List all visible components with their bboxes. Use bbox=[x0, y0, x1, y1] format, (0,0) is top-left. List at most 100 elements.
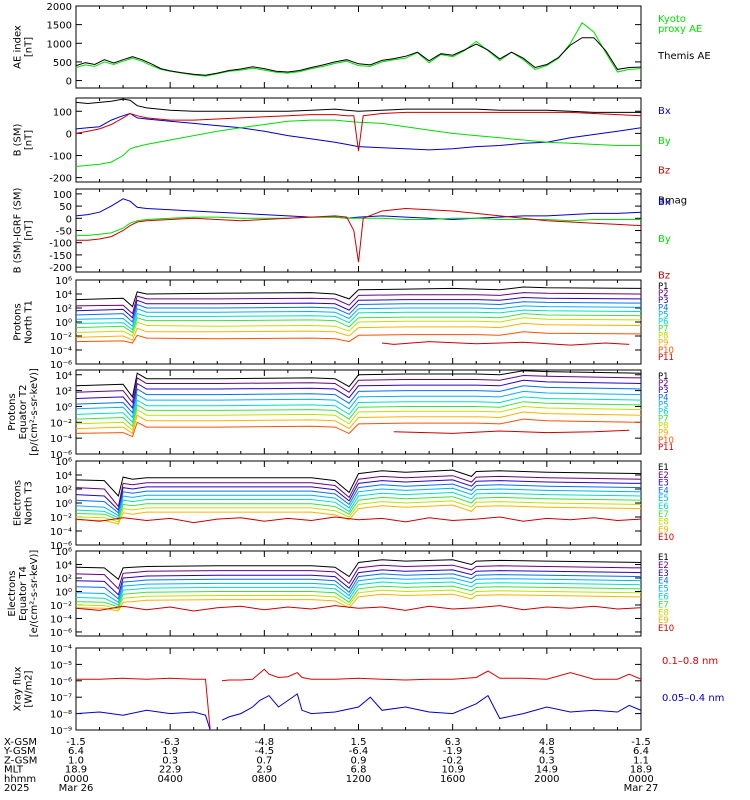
panel-ylabel: North T3 bbox=[24, 481, 35, 525]
x-tick-value: 1.1 bbox=[633, 755, 649, 766]
y-tick-label: 0 bbox=[66, 214, 72, 225]
y-tick-label: 2000 bbox=[47, 2, 72, 13]
legend-label: E6 bbox=[658, 593, 669, 603]
legend-label: E8 bbox=[658, 608, 669, 618]
legend-label: By bbox=[658, 234, 671, 245]
y-tick-label: 10⁴ bbox=[55, 371, 72, 382]
series-line-p9 bbox=[76, 322, 641, 341]
panel-frame bbox=[75, 647, 642, 731]
legend-label: E3 bbox=[658, 569, 669, 579]
x-tick-value: 18.9 bbox=[630, 765, 652, 776]
y-tick-label: 50 bbox=[59, 202, 72, 213]
x-tick-value: 6.4 bbox=[68, 746, 84, 757]
series-line-p5 bbox=[76, 305, 641, 328]
legend-label: E4 bbox=[658, 486, 669, 496]
legend-label: E5 bbox=[658, 585, 669, 595]
series-line-e8 bbox=[76, 589, 641, 610]
y-tick-label: 10⁰ bbox=[55, 499, 72, 510]
x-tick-value: Mar 27 bbox=[624, 783, 659, 794]
series-line-e8 bbox=[76, 500, 641, 523]
y-tick-label: 10⁶ bbox=[55, 276, 72, 287]
panel-ylabel: [p/(cm²-s-sr-keV)] bbox=[29, 368, 40, 456]
y-tick-label: 10⁴ bbox=[55, 560, 72, 571]
legend-label: Kyoto bbox=[658, 14, 686, 25]
y-tick-label: 10⁻⁸ bbox=[50, 710, 72, 721]
y-tick-label: 500 bbox=[53, 58, 72, 69]
x-tick-value: -4.5 bbox=[255, 746, 275, 757]
x-row-label: X-GSM bbox=[4, 737, 37, 748]
legend-label: P2 bbox=[658, 379, 669, 389]
y-tick-label: 10⁻⁵ bbox=[50, 660, 72, 671]
x-tick-value: 14.9 bbox=[536, 765, 558, 776]
x-row-label: 2025 bbox=[4, 783, 29, 794]
y-tick-label: 10⁰ bbox=[55, 587, 72, 598]
x-tick-value: 6.8 bbox=[351, 765, 367, 776]
legend-label: E2 bbox=[658, 471, 669, 481]
panel-protons_north: 10⁻⁶ 10⁻⁴ 10⁻² 10⁰ 10² 10⁴ 10⁶ Protons North T1 P… bbox=[13, 276, 674, 371]
y-tick-label: 10⁻⁶ bbox=[50, 677, 72, 688]
legend-label: P6 bbox=[658, 317, 669, 327]
legend-label: E9 bbox=[658, 525, 669, 535]
panel-electrons_equator: 10⁻⁶ 10⁻⁴ 10⁻² 10⁰ 10² 10⁴ 10⁶ Electrons Equator… bbox=[7, 547, 674, 639]
y-tick-label: 10⁶ bbox=[55, 457, 72, 468]
panel-electrons_north: 10⁻⁶ 10⁻⁴ 10⁻² 10⁰ 10² 10⁴ 10⁶ Electrons North T… bbox=[13, 457, 675, 552]
legend-label: P1 bbox=[658, 282, 669, 292]
legend-label: E2 bbox=[658, 561, 669, 571]
legend-label: P7 bbox=[658, 325, 669, 335]
panel-ylabel: North T1 bbox=[24, 300, 35, 344]
legend-label: E1 bbox=[658, 463, 669, 473]
series-line-p2 bbox=[76, 292, 641, 315]
panel-b_sm: -200 -100 0 100 B (SM) [nT] Bx By Bz Bmag bbox=[13, 97, 687, 207]
legend-label: E1 bbox=[658, 553, 669, 563]
series-line-by bbox=[76, 119, 641, 167]
legend-label: E3 bbox=[658, 479, 669, 489]
panel-ylabel: [e/(cm²-s-sr-keV)] bbox=[29, 550, 40, 638]
panel-ylabel: Electrons bbox=[7, 570, 18, 616]
series-line-p2 bbox=[76, 374, 641, 404]
x-row-label: MLT bbox=[4, 765, 24, 776]
legend-label: P8 bbox=[658, 422, 669, 432]
y-tick-label: 0 bbox=[66, 129, 72, 140]
series-line-e4 bbox=[76, 573, 641, 600]
legend-label: P5 bbox=[658, 310, 669, 320]
series-line-by bbox=[76, 216, 641, 236]
x-tick-value: -4.8 bbox=[255, 737, 275, 748]
legend-label: P3 bbox=[658, 386, 669, 396]
y-tick-label: 10⁻² bbox=[50, 418, 72, 429]
series-line-p11 bbox=[393, 429, 630, 434]
legend-label: P9 bbox=[658, 339, 669, 349]
x-tick-value: -6.4 bbox=[349, 746, 369, 757]
x-tick-value: 0.3 bbox=[539, 755, 555, 766]
panel-ylabel: Protons bbox=[7, 393, 18, 430]
series-line-p9 bbox=[76, 411, 641, 435]
y-tick-label: -100 bbox=[49, 151, 72, 162]
panel-ylabel: B (SM) bbox=[13, 123, 24, 156]
legend-label: Bmag bbox=[658, 196, 687, 207]
series-line-bmag bbox=[76, 98, 641, 113]
legend-label: 0.05–0.4 nm bbox=[662, 693, 724, 704]
x-tick-value: 1.5 bbox=[351, 737, 367, 748]
series-line-e3 bbox=[76, 569, 641, 596]
series-line-e7 bbox=[76, 585, 641, 608]
panel-ylabel: B (SM)-IGRF (SM) bbox=[13, 188, 24, 274]
series-line-p6 bbox=[76, 396, 641, 424]
y-tick-label: -150 bbox=[49, 251, 72, 262]
y-tick-label: 10⁻⁶ bbox=[50, 541, 72, 552]
x-tick-value: 0.9 bbox=[351, 755, 367, 766]
panel-ylabel: Protons bbox=[13, 303, 24, 340]
x-tick-value: -0.2 bbox=[443, 755, 463, 766]
series-line-p3 bbox=[76, 379, 641, 410]
legend-label: Bx bbox=[658, 106, 671, 117]
panel-ylabel: Electrons bbox=[13, 480, 24, 526]
series-line-p1 bbox=[76, 370, 641, 399]
series-line-bz bbox=[76, 207, 641, 263]
series-line-p7 bbox=[76, 313, 641, 334]
legend-label: P3 bbox=[658, 296, 669, 306]
series-line-e1 bbox=[76, 469, 641, 498]
legend-label: E7 bbox=[658, 510, 669, 520]
series-line-p1 bbox=[76, 286, 641, 308]
legend-label: P7 bbox=[658, 415, 669, 425]
x-tick-value: 1.9 bbox=[162, 746, 178, 757]
y-tick-label: 10⁻⁴ bbox=[50, 527, 72, 538]
